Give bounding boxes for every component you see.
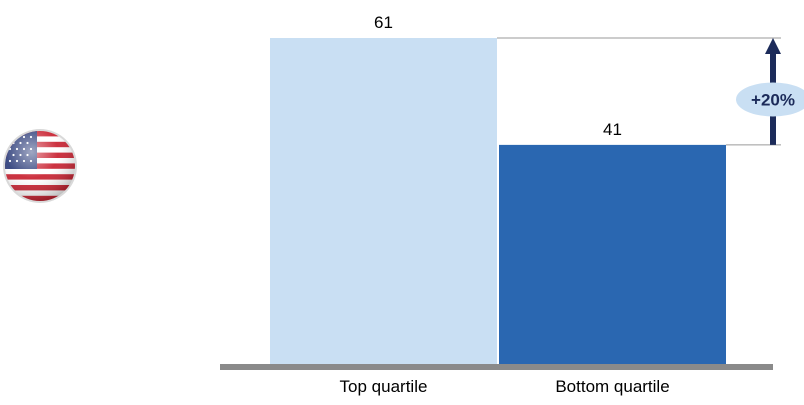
category-label-top-quartile: Top quartile <box>340 377 428 396</box>
category-label-bottom-quartile: Bottom quartile <box>555 377 669 396</box>
bar-bottom-quartile <box>499 144 726 364</box>
value-label-top-quartile: 61 <box>374 13 393 32</box>
difference-badge <box>736 82 804 117</box>
us-flag-icon <box>3 129 77 203</box>
difference-label: +20% <box>751 90 795 109</box>
value-label-bottom-quartile: 41 <box>603 120 622 139</box>
bar-top-quartile <box>270 38 497 364</box>
x-axis-baseline <box>220 364 773 370</box>
arrow-up-icon <box>765 38 781 54</box>
